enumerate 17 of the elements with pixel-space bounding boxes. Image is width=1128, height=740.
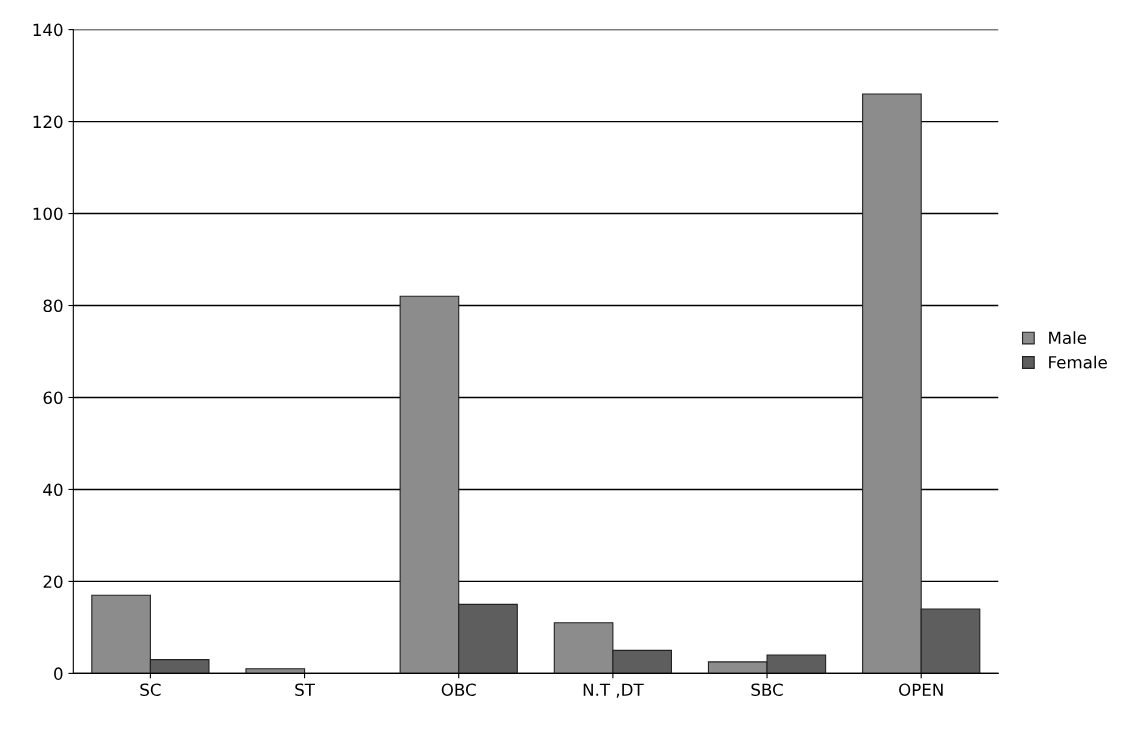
y-tick-label: 60 xyxy=(43,391,63,405)
x-tick-label: N.T ,DT xyxy=(583,683,644,698)
x-tick-label: SBC xyxy=(751,683,783,697)
y-tick-label: 120 xyxy=(33,115,63,129)
legend-label: Female xyxy=(1049,355,1107,369)
legend-label: Male xyxy=(1049,331,1087,345)
y-tick-label: 100 xyxy=(33,207,63,221)
y-tick-label: 140 xyxy=(33,23,63,37)
y-tick-label: 20 xyxy=(43,575,63,588)
x-tick-label: OBC xyxy=(441,683,476,697)
bar xyxy=(245,668,306,674)
y-tick-label: 0 xyxy=(54,667,63,680)
x-tick-label: ST xyxy=(295,683,315,697)
y-tick-label: 40 xyxy=(43,483,63,497)
x-tick-label: OPEN xyxy=(899,683,943,697)
y-tick-label: 80 xyxy=(43,299,63,313)
x-tick-label: SC xyxy=(140,683,161,697)
